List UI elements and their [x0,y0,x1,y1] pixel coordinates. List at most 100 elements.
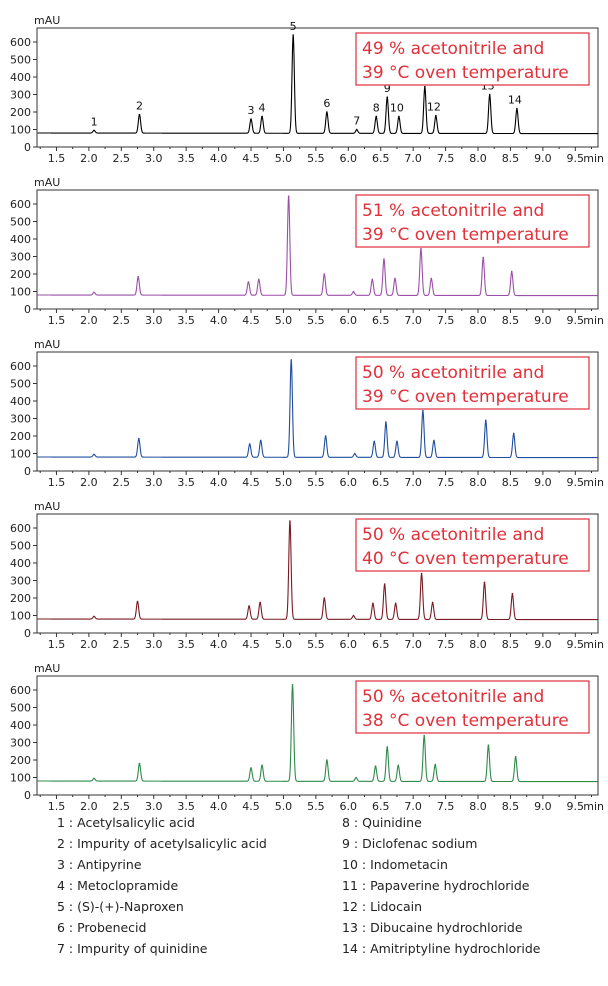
y-tick-label: 0 [24,465,31,478]
x-unit-label: min [583,800,604,810]
legend-item: 1 : Acetylsalicylic acid [57,815,195,830]
peak-point [383,258,385,260]
peak-point [511,592,514,595]
x-tick-label: 7.0 [404,800,422,810]
peak-point [483,581,486,584]
chromatogram-trace [37,360,598,459]
peak-point [374,765,377,767]
peak-point [93,777,95,780]
x-tick-label: 9.0 [534,800,552,810]
y-tick-label: 100 [10,448,31,461]
peak-point [482,256,485,259]
y-unit-label: mAU [34,338,60,351]
peak-point [430,277,433,280]
x-tick-label: 1.5 [48,476,66,489]
x-tick-label: 3.5 [177,638,195,651]
x-tick-label: 2.0 [80,314,98,327]
peak-point [324,435,327,437]
y-tick-label: 0 [24,789,31,802]
peak-label: 6 [323,97,330,110]
peak-point [259,439,262,442]
x-tick-label: 7.0 [404,314,422,327]
peak-point [514,755,517,758]
legend-item: 7 : Impurity of quinidine [57,941,208,956]
peak-point [289,520,291,522]
x-tick-label: 6.5 [372,800,390,810]
x-tick-label: 4.0 [210,800,228,810]
plot-frame [36,189,599,310]
x-tick-label: 5.5 [307,800,325,810]
peak-point [386,746,389,748]
chromatogram-panel-1: mAU 0 100 200 300 400 500 600 1.5 2.0 2.5 3.0 3.5 4.0… [10,14,604,165]
plot-frame [36,351,599,472]
plot-frame [36,675,599,796]
x-tick-label: 6.0 [340,638,358,651]
x-tick-label: 5.0 [275,638,293,651]
peak-point [261,764,263,767]
peak-point [485,419,487,422]
x-tick-label: 1.5 [48,314,66,327]
x-tick-label: 9.5 [567,638,585,651]
legend-item: 5 : (S)-(+)-Naproxen [57,899,184,914]
x-tick-label: 8.5 [502,476,520,489]
x-tick-label: 8.0 [469,314,487,327]
x-tick-label: 7.5 [437,476,455,489]
peak-point [93,615,95,618]
legend-item: 9 : Diclofenac sodium [342,836,478,851]
legend-item: 3 : Antipyrine [57,857,142,872]
condition-title: 40 °C oven temperature [362,549,569,569]
y-tick-label: 400 [10,557,31,570]
x-tick-label: 2.5 [113,314,131,327]
y-tick-label: 200 [10,268,31,281]
y-tick-label: 300 [10,575,31,588]
condition-box [355,356,590,410]
peak-label: 1 [91,115,98,128]
condition-title: 39 °C oven temperature [362,63,569,83]
peak-point [420,572,423,575]
x-tick-label: 8.5 [502,314,520,327]
peak-point [250,118,252,120]
peak-point [355,128,358,131]
chromatogram-panel-5: mAU 0 100 200 300 400 500 600 1.5 2.0 2.5 3.0 3.5 4.0… [10,662,604,810]
x-tick-label: 8.5 [502,152,520,165]
peak-point [512,432,515,435]
x-tick-label: 2.0 [80,152,98,165]
y-tick-label: 400 [10,719,31,732]
peak-point [420,247,422,250]
peak-point [510,270,513,273]
peak-point [261,115,263,118]
x-tick-label: 5.0 [275,314,293,327]
peak-point [93,291,95,294]
chromatogram-panel-3: mAU 0 100 200 300 400 500 600 1.5 2.0 2.5 3.0 3.5 4.0… [10,338,604,489]
x-tick-label: 6.5 [372,476,390,489]
y-unit-label: mAU [34,662,60,675]
y-tick-label: 300 [10,89,31,102]
peak-point [371,278,374,281]
y-tick-label: 300 [10,737,31,750]
x-tick-label: 5.5 [307,314,325,327]
legend-item: 12 : Lidocain [342,899,423,914]
peak-point [433,439,435,442]
peak-point [323,597,326,599]
condition-title: 38 °C oven temperature [362,711,569,731]
peak-point [375,115,377,118]
peak-point [353,452,356,455]
condition-title: 39 °C oven temperature [362,225,569,245]
y-tick-label: 500 [10,378,31,391]
x-tick-label: 2.0 [80,476,98,489]
x-tick-label: 2.5 [113,638,131,651]
x-tick-label: 7.5 [437,638,455,651]
peak-label: 2 [136,100,143,113]
x-tick-label: 7.5 [437,314,455,327]
x-tick-label: 9.0 [534,638,552,651]
y-tick-label: 500 [10,702,31,715]
peak-point [431,601,434,604]
peak-point [352,614,355,617]
y-tick-label: 0 [24,303,31,316]
chromatogram-trace [37,685,598,783]
peak-point [372,602,374,605]
peak-point [259,601,261,604]
x-tick-label: 2.5 [113,800,131,810]
peak-point [487,744,490,746]
y-tick-label: 100 [10,610,31,623]
